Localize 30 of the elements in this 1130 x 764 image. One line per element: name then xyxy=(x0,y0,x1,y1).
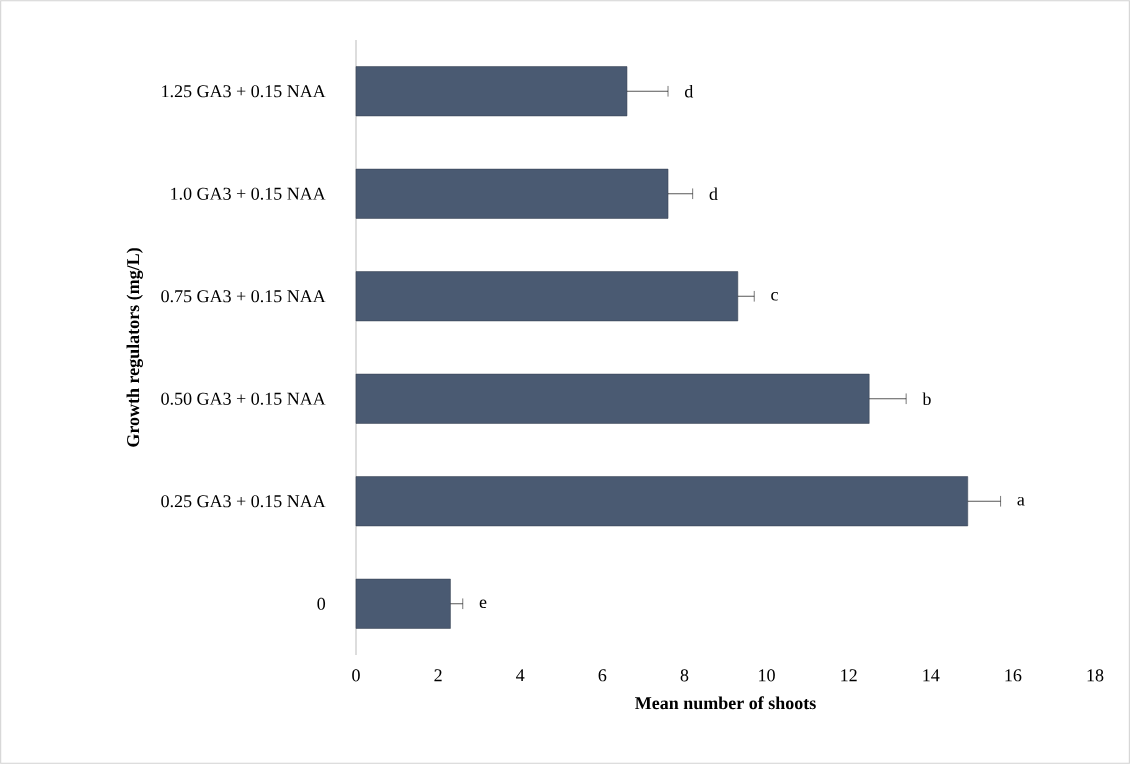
y-tick-label: 0.75 GA3 + 0.15 NAA xyxy=(161,290,326,303)
y-axis-title: Growth regulators (mg/L) xyxy=(126,248,143,447)
x-tick-label: 8 xyxy=(680,669,689,682)
annotation: c xyxy=(771,291,778,301)
bar xyxy=(355,476,969,527)
bar xyxy=(355,168,669,219)
bar xyxy=(355,66,628,117)
x-tick-label: 16 xyxy=(1005,669,1022,682)
y-tick-label: 1.0 GA3 + 0.15 NAA xyxy=(171,187,326,200)
x-tick-label: 12 xyxy=(841,669,857,682)
y-tick-label: 1.25 GA3 + 0.15 NAA xyxy=(162,85,326,98)
annotation: d xyxy=(709,187,718,201)
bar xyxy=(355,271,739,322)
x-tick-label: 6 xyxy=(598,669,607,682)
annotation: b xyxy=(922,392,931,406)
x-tick-label: 4 xyxy=(516,669,525,682)
y-tick-label: 0 xyxy=(317,597,326,610)
x-tick-label: 14 xyxy=(923,669,940,682)
annotation: d xyxy=(684,84,694,98)
bar xyxy=(355,373,870,424)
x-tick-label: 0 xyxy=(352,669,360,682)
x-tick-label: 2 xyxy=(434,669,442,682)
x-tick-label: 18 xyxy=(1087,669,1104,682)
y-tick-label: 0.25 GA3 + 0.15 NAA xyxy=(161,495,326,508)
annotation: a xyxy=(1017,496,1025,506)
annotation: e xyxy=(479,599,487,609)
x-tick-label: 10 xyxy=(759,669,775,682)
x-axis-title: Mean number of shoots xyxy=(635,696,816,710)
y-tick-label: 0.50 GA3 + 0.15 NAA xyxy=(161,392,326,405)
bar xyxy=(355,578,451,629)
